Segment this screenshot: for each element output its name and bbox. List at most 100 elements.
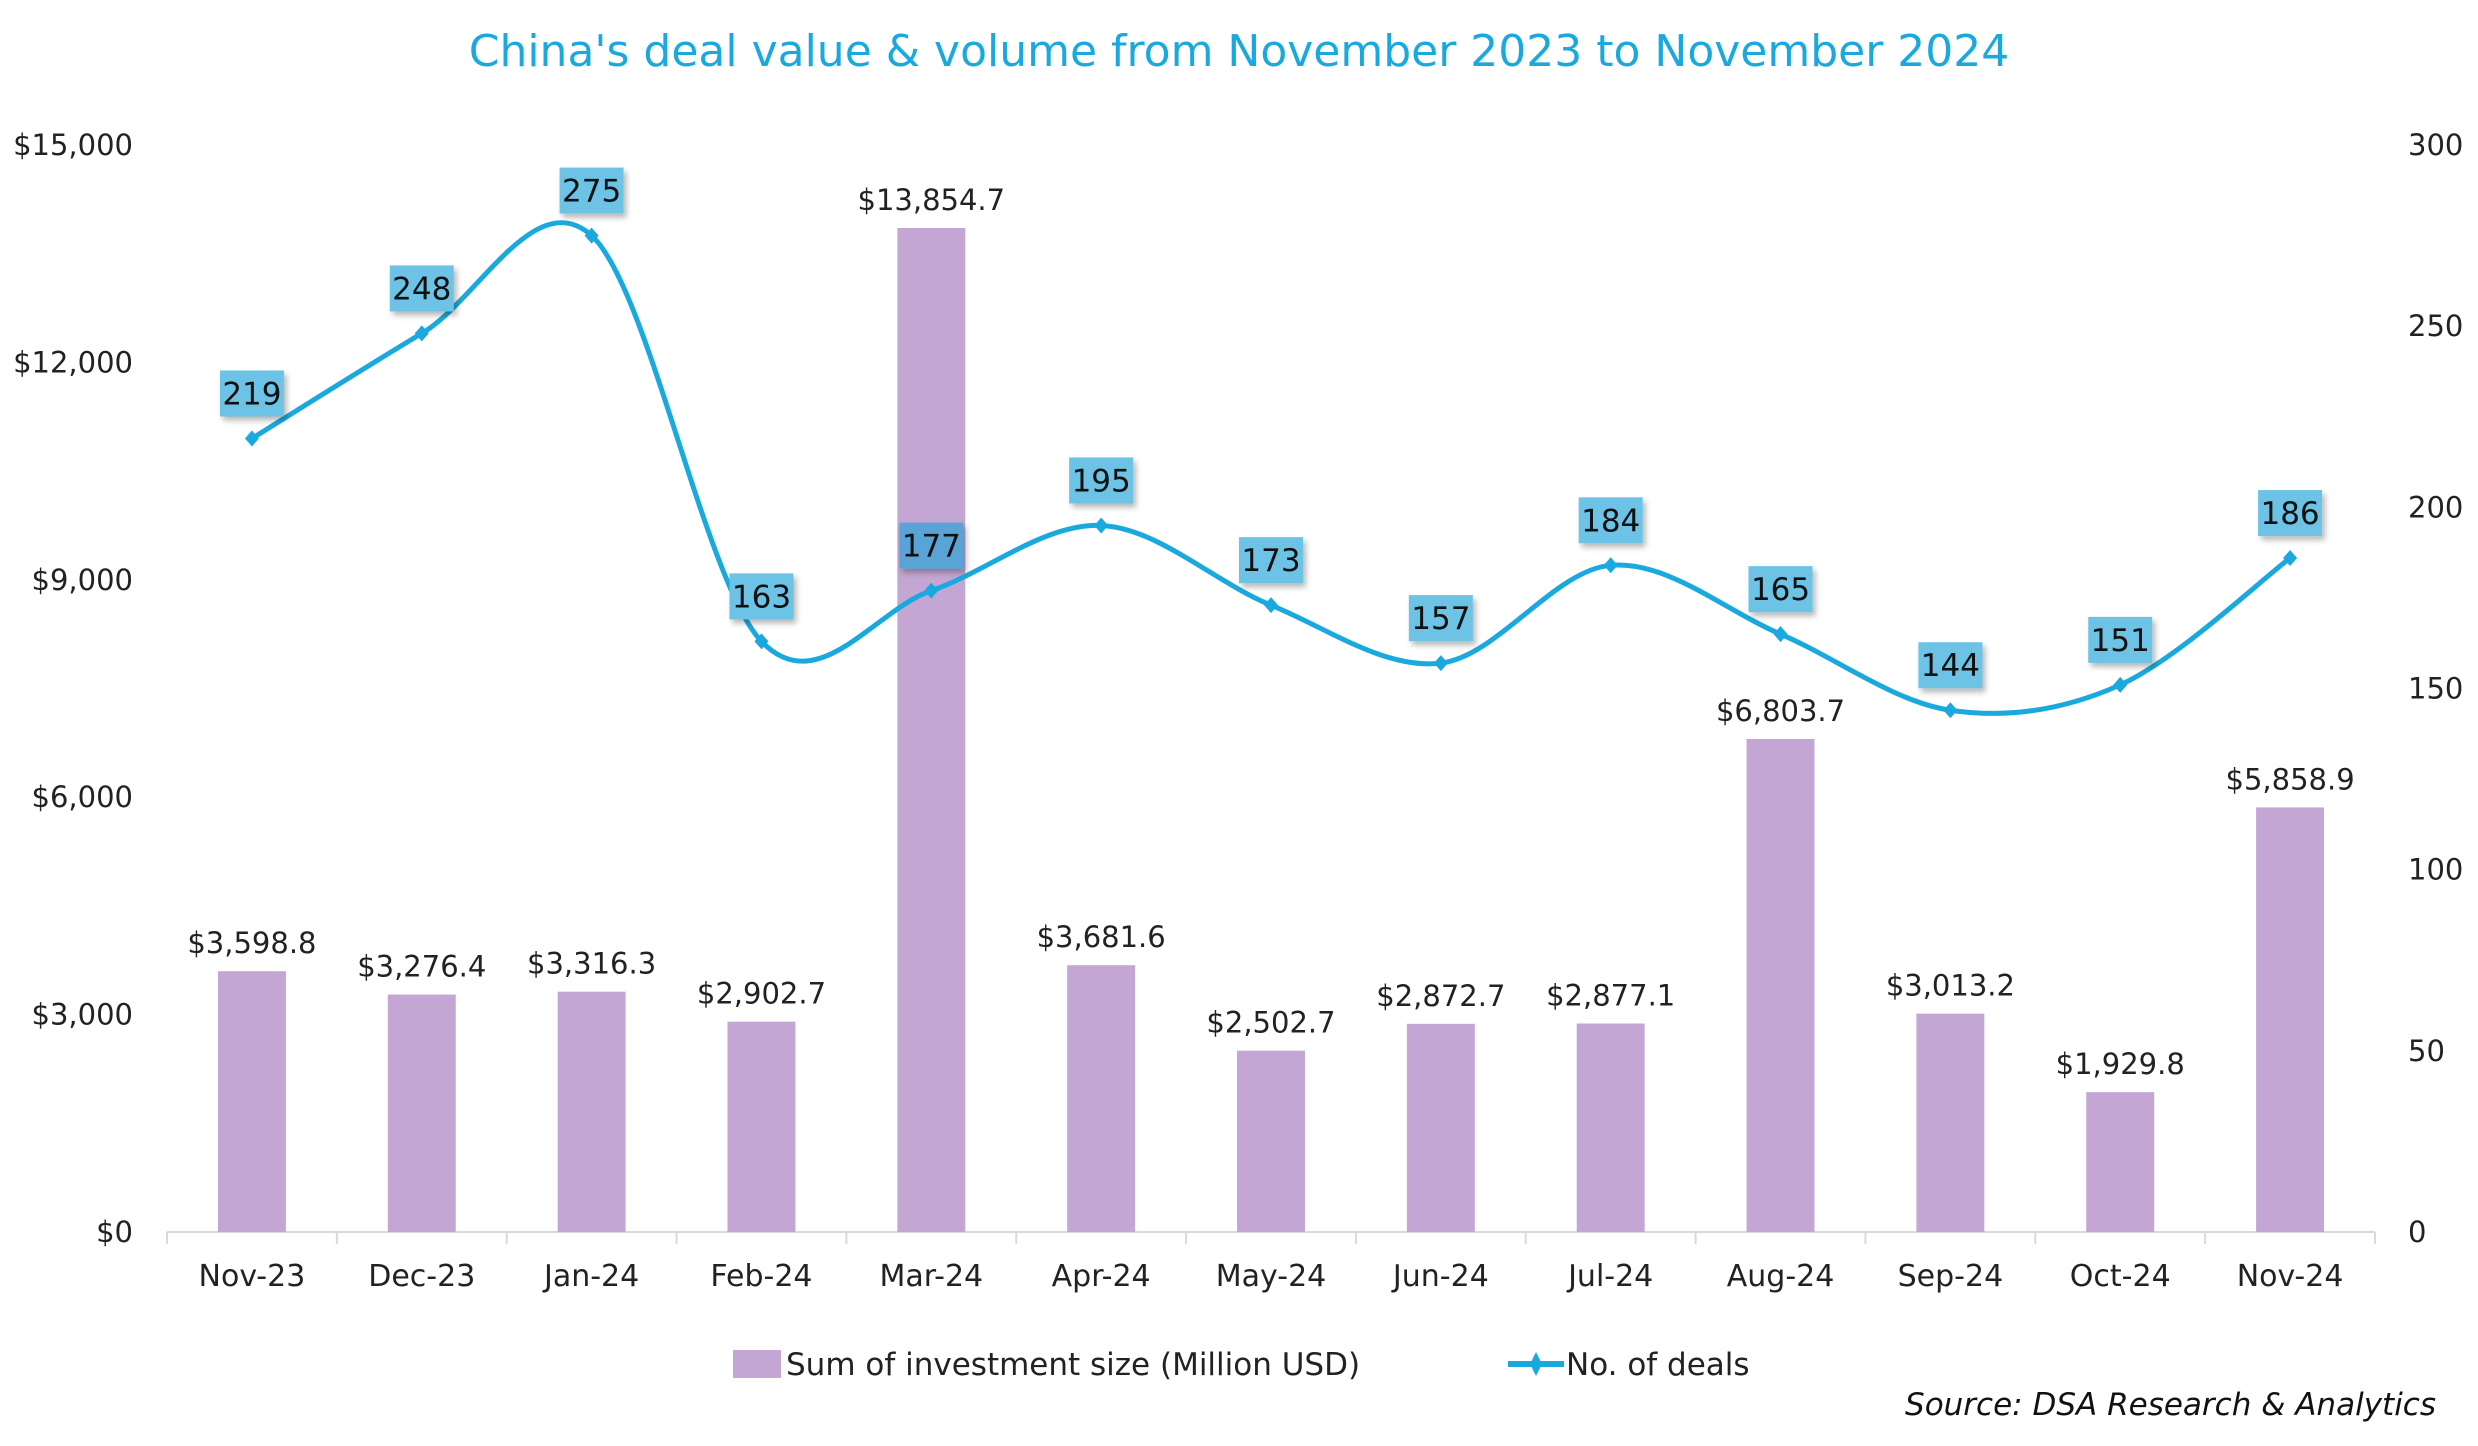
line-data-label: 157: [1408, 595, 1473, 642]
line-marker-Feb-24: [754, 633, 769, 650]
line-data-label-box: [2258, 490, 2323, 537]
x-axis-category-label: Sep-24: [1898, 1259, 2004, 1294]
line-data-label-text: 163: [732, 579, 791, 615]
bar-Sep-24: [1916, 1013, 1985, 1232]
line-data-label-text: 184: [1581, 503, 1640, 539]
line-data-label: 275: [559, 167, 624, 214]
line-data-label-box: [389, 265, 454, 312]
bar-data-label: $2,902.7: [697, 977, 826, 1011]
line-data-label: 184: [1578, 497, 1643, 544]
line-marker-Apr-24: [1094, 517, 1109, 534]
line-marker-Nov-24: [2283, 550, 2298, 567]
line-marker-Jul-24: [1603, 557, 1618, 574]
x-axis-category-label: Jan-24: [542, 1259, 639, 1294]
line-data-label-box: [1239, 537, 1303, 584]
bar-Aug-24: [1746, 738, 1815, 1232]
bar-data-label: $3,013.2: [1886, 969, 2015, 1003]
line-data-label: 177: [899, 522, 964, 569]
line-data-label: 173: [1239, 537, 1303, 584]
right-axis-tick-label: 300: [2408, 128, 2463, 162]
line-series: [244, 220, 2298, 719]
right-axis-tick-label: 150: [2408, 672, 2463, 706]
legend-label-line: No. of deals: [1566, 1347, 1750, 1383]
right-axis-tick-label: 200: [2408, 490, 2463, 524]
line-marker-Nov-23: [244, 430, 259, 447]
left-axis-tick-label: $3,000: [32, 998, 133, 1032]
line-marker-Mar-24: [924, 582, 939, 599]
line-data-label-text: 195: [1072, 463, 1131, 499]
chart-title: China's deal value & volume from Novembe…: [469, 26, 2010, 77]
line-data-label-text: 151: [2091, 623, 2150, 659]
line-data-label: 248: [389, 265, 454, 312]
bar-data-labels: $3,598.8 $3,276.4 $3,316.3 $2,902.7 $13,854.…: [187, 183, 2354, 1081]
line-data-label-text: 173: [1241, 543, 1300, 579]
line-data-label-box: [219, 370, 284, 417]
right-axis-tick-label: 250: [2408, 309, 2463, 343]
x-axis-category-label: Dec-23: [368, 1259, 475, 1294]
line-marker-Aug-24: [1773, 626, 1788, 643]
bar-Feb-24: [727, 1021, 796, 1232]
x-axis-category-label: Nov-24: [2237, 1259, 2344, 1294]
bar-Oct-24: [2086, 1092, 2155, 1232]
line-data-label-text: 144: [1921, 648, 1980, 684]
line-data-label-box: [1408, 595, 1473, 642]
line-data-label-box: [899, 522, 964, 569]
line-data-label-text: 165: [1751, 572, 1810, 608]
right-axis-tick-label: 100: [2408, 853, 2463, 887]
line-data-label: 186: [2258, 490, 2323, 537]
line-marker-Sep-24: [1943, 702, 1958, 719]
line-marker-May-24: [1264, 597, 1278, 614]
deals-line: [249, 220, 2293, 716]
x-axis-category-label: May-24: [1216, 1259, 1327, 1294]
line-data-label: 163: [729, 573, 794, 620]
line-marker-Jun-24: [1433, 655, 1448, 672]
bar-data-label: $2,877.1: [1546, 979, 1675, 1013]
line-data-label-text: 157: [1411, 601, 1470, 637]
bar-Nov-23: [217, 971, 286, 1232]
bar-Mar-24: [897, 227, 966, 1232]
bar-Jul-24: [1576, 1023, 1645, 1232]
x-axis-category-label: Mar-24: [879, 1259, 983, 1294]
bar-data-label: $13,854.7: [858, 183, 1006, 217]
line-marker-Oct-24: [2113, 676, 2128, 693]
left-axis-tick-label: $0: [96, 1215, 133, 1249]
right-y-axis: 0 50 100 150 200 250 300: [2408, 128, 2463, 1249]
left-axis-tick-label: $9,000: [32, 563, 133, 597]
bar-Apr-24: [1067, 965, 1136, 1232]
line-data-label: 144: [1918, 642, 1983, 689]
x-axis-category-label: Jun-24: [1391, 1259, 1489, 1294]
line-data-label-box: [1748, 566, 1813, 613]
line-data-label: 219: [219, 370, 284, 417]
line-data-label-text: 186: [2260, 496, 2319, 532]
bar-data-label: $3,598.8: [187, 926, 316, 960]
bar-May-24: [1237, 1050, 1305, 1232]
line-data-label: 165: [1748, 566, 1813, 613]
line-data-labels: 219 248 275 163 177 195 173 157 184 165 144 151 186: [219, 167, 2323, 689]
x-axis-category-label: Feb-24: [710, 1259, 812, 1294]
line-data-label-box: [559, 167, 624, 214]
bar-data-label: $3,681.6: [1037, 920, 1166, 954]
bar-data-label: $1,929.8: [2056, 1047, 2185, 1081]
line-marker-Dec-23: [414, 325, 429, 342]
left-axis-tick-label: $6,000: [32, 780, 133, 814]
bar-data-label: $6,803.7: [1716, 694, 1845, 728]
right-axis-tick-label: 50: [2408, 1034, 2445, 1068]
legend-swatch-bar: [733, 1350, 781, 1378]
line-data-label-box: [1578, 497, 1643, 544]
left-y-axis: $0 $3,000 $6,000 $9,000 $12,000 $15,000: [13, 128, 133, 1249]
legend-label-bar: Sum of investment size (Million USD): [786, 1347, 1360, 1383]
line-data-label: 195: [1069, 457, 1134, 504]
line-data-label: 151: [2088, 616, 2153, 663]
bar-data-label: $3,316.3: [527, 947, 656, 981]
legend: Sum of investment size (Million USD) No.…: [733, 1347, 1750, 1383]
line-data-label-text: 177: [902, 529, 961, 565]
bar-series: [217, 227, 2325, 1232]
legend-swatch-line: [1508, 1352, 1564, 1376]
bar-Dec-23: [387, 994, 456, 1232]
bar-data-label: $2,502.7: [1206, 1006, 1335, 1040]
line-data-label-text: 248: [392, 271, 451, 307]
x-axis-category-label: Nov-23: [199, 1259, 306, 1294]
x-axis-category-label: Oct-24: [2070, 1259, 2171, 1294]
x-axis: Nov-23 Dec-23 Jan-24 Feb-24 Mar-24 Apr-24 May-…: [166, 1231, 2376, 1294]
line-marker-Jan-24: [584, 227, 599, 244]
